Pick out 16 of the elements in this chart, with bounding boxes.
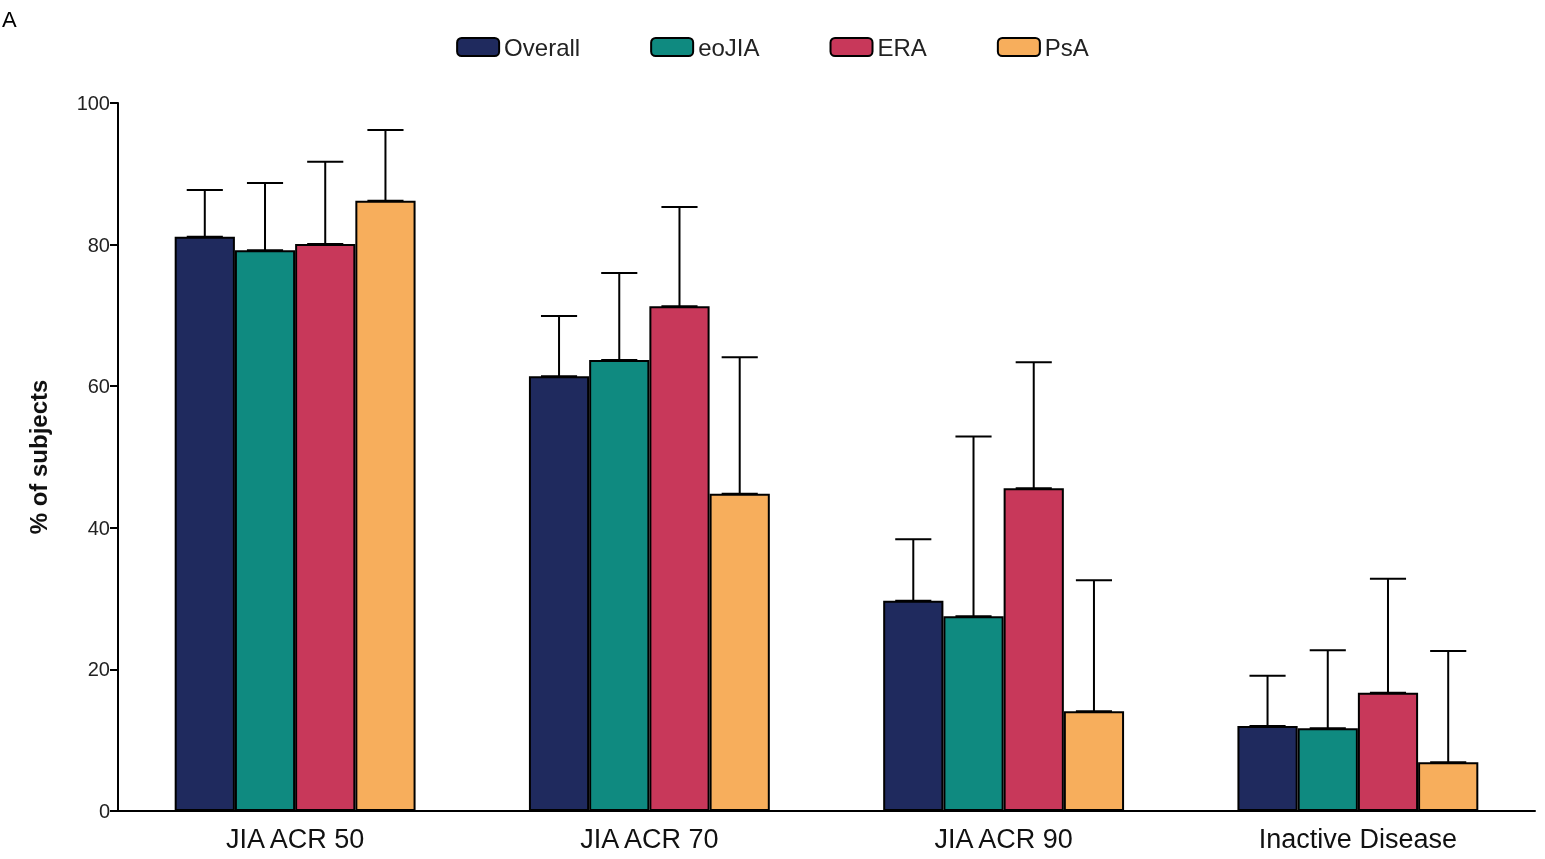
y-tick-label: 100 bbox=[76, 92, 110, 114]
legend-label: ERA bbox=[877, 33, 927, 61]
y-tick-label: 60 bbox=[87, 375, 110, 398]
x-tick-label: JIA ACR 90 bbox=[934, 823, 1073, 854]
x-tick-label: JIA ACR 70 bbox=[580, 823, 719, 854]
x-tick-label: Inactive Disease bbox=[1258, 823, 1457, 854]
x-tick-label: JIA ACR 50 bbox=[226, 823, 365, 854]
text: A bbox=[2, 6, 17, 32]
legend-label: eoJIA bbox=[698, 33, 760, 61]
y-tick-label: 0 bbox=[98, 800, 110, 822]
y-tick-label: 20 bbox=[87, 658, 110, 681]
y-tick-label: 80 bbox=[87, 233, 110, 256]
legend-label: PsA bbox=[1044, 33, 1089, 61]
legend-label: Overall bbox=[504, 33, 581, 61]
y-axis-title: % of subjects bbox=[24, 379, 52, 535]
y-tick-label: 40 bbox=[87, 516, 110, 539]
